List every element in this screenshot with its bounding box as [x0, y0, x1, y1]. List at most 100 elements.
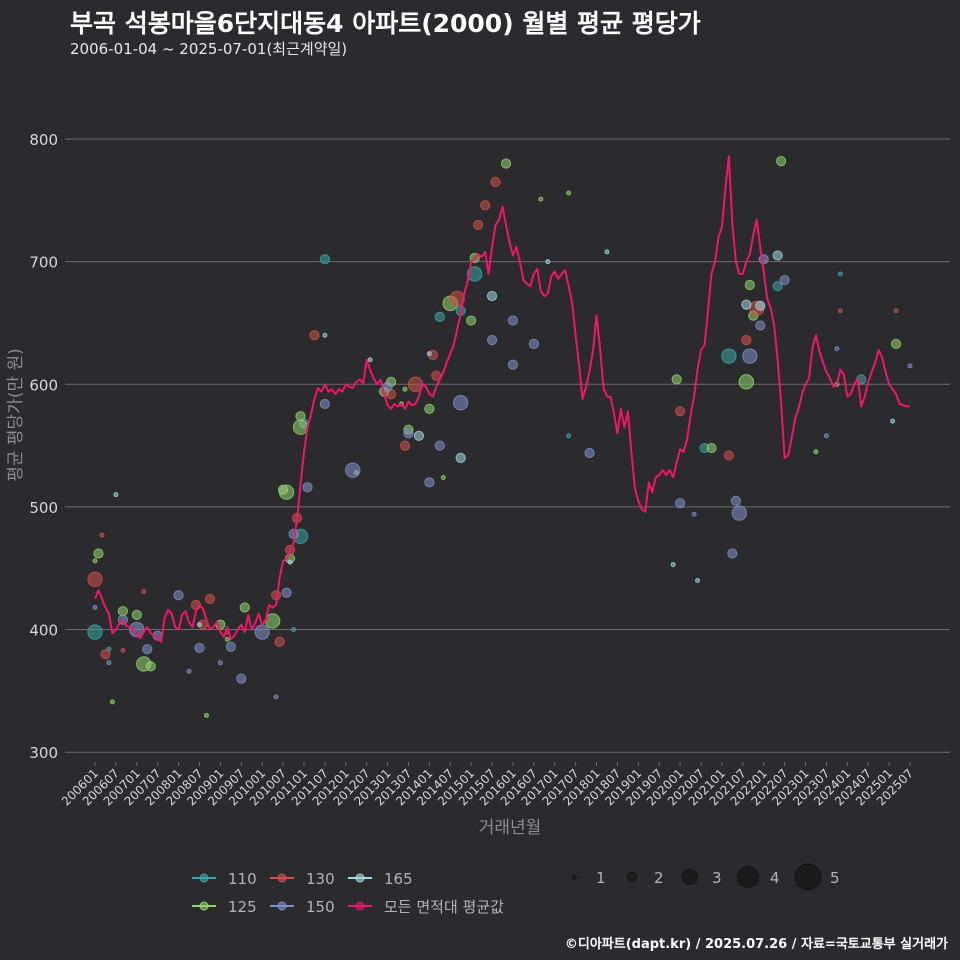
size-legend-label: 2	[654, 869, 664, 887]
y-tick-label: 700	[29, 254, 58, 272]
size-legend-dot	[571, 874, 577, 880]
data-point-110	[319, 254, 330, 265]
data-point-165	[486, 290, 498, 302]
data-point-130	[837, 308, 843, 314]
data-point-150	[584, 447, 595, 459]
data-point-130	[479, 200, 491, 211]
data-point-150	[194, 642, 205, 654]
data-point-125	[466, 315, 477, 326]
average-line	[94, 155, 910, 643]
legend-label: 125	[228, 898, 257, 916]
data-point-150	[730, 495, 741, 506]
data-point-125	[440, 475, 446, 481]
data-point-165	[772, 250, 783, 261]
legend-label: 130	[306, 870, 335, 888]
data-point-110	[87, 624, 103, 640]
data-point-130	[893, 308, 899, 314]
series-165	[113, 249, 896, 628]
data-point-165	[545, 259, 551, 265]
size-legend-dot	[794, 863, 822, 891]
data-points	[87, 156, 913, 718]
data-point-125	[890, 338, 902, 349]
size-legend-label: 1	[596, 869, 606, 887]
data-point-125	[295, 411, 306, 422]
x-tick-labels: 2006012006072007012007072008012008072009…	[59, 762, 916, 809]
data-point-125	[278, 484, 295, 500]
data-point-125	[776, 156, 787, 167]
data-point-150	[727, 548, 738, 559]
data-point-130	[309, 330, 320, 341]
data-point-150	[106, 660, 112, 666]
data-point-150	[217, 660, 223, 666]
data-point-130	[274, 636, 285, 647]
data-point-165	[695, 578, 701, 584]
data-point-130	[100, 648, 111, 660]
data-point-150	[453, 395, 469, 411]
data-point-125	[203, 712, 209, 718]
data-point-125	[109, 699, 115, 705]
data-point-130	[99, 532, 105, 538]
data-point-110	[566, 433, 572, 439]
legend-item-165: 165	[348, 870, 413, 888]
size-legend-item: 4	[737, 866, 780, 888]
data-point-150	[742, 348, 758, 364]
legend: 110 125 130 150 165 모든 면적대 평균값 1 2 3 4 5	[192, 863, 840, 916]
data-point-150	[675, 498, 686, 509]
size-legend-dot	[626, 871, 638, 883]
data-point-110	[466, 266, 483, 282]
data-point-150	[779, 274, 790, 286]
data-point-130	[675, 406, 686, 417]
data-point-150	[528, 338, 539, 349]
data-point-165	[604, 249, 610, 255]
data-point-165	[755, 300, 766, 311]
data-point-150	[254, 624, 270, 640]
y-tick-label: 400	[29, 622, 58, 640]
data-point-125	[92, 558, 98, 564]
data-point-150	[92, 604, 98, 610]
data-point-125	[500, 158, 512, 169]
legend-swatch-point	[199, 873, 209, 883]
data-point-150	[173, 590, 184, 601]
size-legend-item: 3	[681, 868, 722, 887]
data-point-150	[142, 644, 153, 655]
data-point-130	[490, 176, 501, 188]
data-point-165	[413, 430, 425, 441]
data-point-150	[319, 398, 330, 410]
data-point-165	[287, 559, 293, 565]
legend-swatch-point	[199, 901, 209, 911]
size-legend-dot	[737, 866, 759, 888]
data-point-125	[117, 606, 128, 617]
legend-swatch-point	[355, 873, 365, 883]
y-tick-label: 800	[29, 131, 58, 149]
legend-swatch-point	[277, 901, 287, 911]
data-point-150	[834, 346, 840, 352]
data-point-125	[239, 602, 250, 613]
data-point-125	[706, 442, 717, 454]
data-point-150	[302, 482, 313, 493]
data-point-165	[113, 492, 119, 498]
series-130	[87, 176, 899, 660]
data-point-150	[382, 381, 393, 392]
data-point-165	[741, 299, 752, 310]
data-point-125	[566, 190, 572, 196]
size-legend-item: 5	[794, 863, 840, 891]
series-110	[87, 254, 867, 652]
data-point-110	[434, 311, 445, 322]
data-point-125	[402, 386, 408, 392]
series-125	[92, 156, 902, 718]
grid-lines	[65, 138, 950, 753]
data-point-150	[755, 320, 766, 331]
data-point-125	[538, 196, 544, 202]
legend-swatch-point	[277, 873, 287, 883]
data-point-150	[424, 477, 435, 488]
data-point-125	[424, 403, 435, 414]
data-point-130	[141, 589, 147, 595]
y-tick-labels: 300 400 500 600 700 800	[29, 131, 58, 762]
data-point-150	[691, 511, 697, 517]
chart-title: 부곡 석봉마을6단지대동4 아파트(2000) 월별 평균 평당가	[70, 9, 701, 38]
data-point-150	[507, 359, 519, 370]
data-point-125	[224, 636, 230, 642]
data-point-150	[507, 315, 519, 326]
data-point-130	[741, 335, 752, 346]
